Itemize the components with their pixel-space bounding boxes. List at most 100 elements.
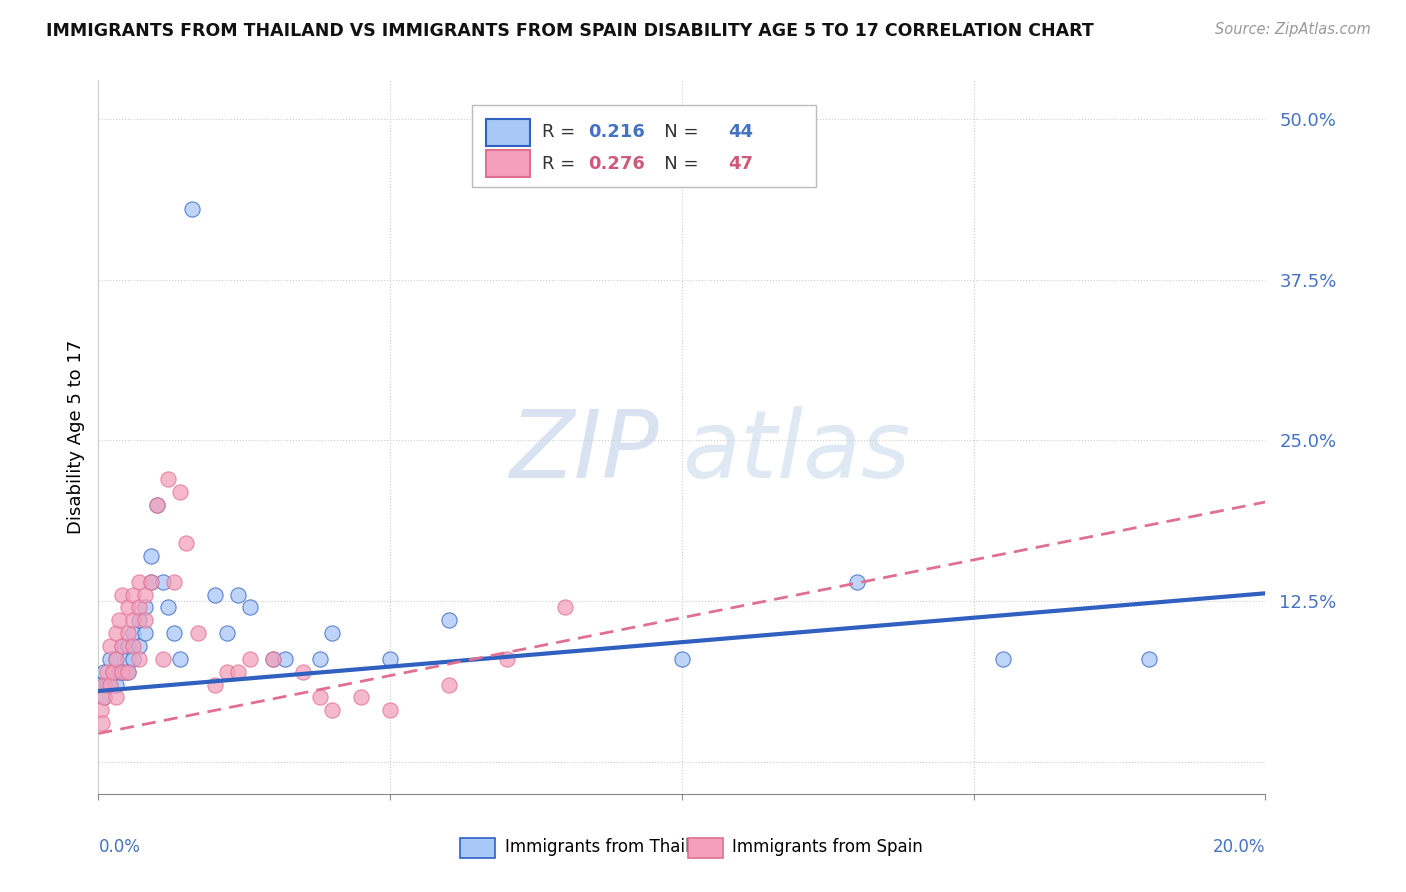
Text: atlas: atlas	[682, 406, 910, 497]
Point	[128, 600, 150, 615]
Point	[98, 652, 121, 666]
Point	[101, 665, 124, 679]
Text: IMMIGRANTS FROM THAILAND VS IMMIGRANTS FROM SPAIN DISABILITY AGE 5 TO 17 CORRELA: IMMIGRANTS FROM THAILAND VS IMMIGRANTS F…	[46, 22, 1094, 40]
Point	[128, 574, 150, 589]
Point	[671, 652, 693, 666]
Point	[146, 498, 169, 512]
Text: 0.216: 0.216	[589, 123, 645, 141]
Point	[117, 665, 139, 679]
Point	[122, 652, 145, 666]
Point	[169, 652, 191, 666]
Point	[98, 677, 121, 691]
Text: R =: R =	[541, 123, 581, 141]
Point	[262, 652, 284, 666]
Point	[157, 600, 180, 615]
Point	[128, 652, 150, 666]
Text: R =: R =	[541, 155, 581, 173]
Point	[111, 665, 134, 679]
FancyBboxPatch shape	[460, 838, 495, 858]
Point	[134, 613, 156, 627]
Point	[128, 613, 150, 627]
Point	[139, 549, 162, 563]
Text: 0.276: 0.276	[589, 155, 645, 173]
Point	[157, 472, 180, 486]
Text: Immigrants from Thailand: Immigrants from Thailand	[505, 838, 720, 856]
Point	[98, 639, 121, 653]
Point	[90, 677, 112, 691]
Point	[321, 703, 343, 717]
Point	[93, 665, 115, 679]
Point	[215, 665, 238, 679]
Point	[111, 639, 134, 653]
Point	[309, 652, 332, 666]
Point	[117, 600, 139, 615]
Point	[96, 677, 118, 691]
Point	[117, 626, 139, 640]
Point	[96, 665, 118, 679]
Point	[554, 600, 576, 615]
Point	[152, 574, 174, 589]
Point	[111, 639, 134, 653]
Point	[108, 665, 131, 679]
Text: N =: N =	[647, 155, 704, 173]
Point	[108, 613, 131, 627]
FancyBboxPatch shape	[486, 119, 530, 146]
Point	[139, 574, 162, 589]
Point	[228, 665, 250, 679]
Point	[93, 677, 115, 691]
Point	[204, 677, 226, 691]
Point	[163, 574, 186, 589]
Point	[169, 484, 191, 499]
Point	[122, 626, 145, 640]
Point	[274, 652, 297, 666]
Text: 0.0%: 0.0%	[98, 838, 141, 856]
Point	[496, 652, 519, 666]
Point	[309, 690, 332, 705]
Point	[291, 665, 314, 679]
Text: 47: 47	[728, 155, 754, 173]
FancyBboxPatch shape	[688, 838, 723, 858]
Point	[122, 613, 145, 627]
Point	[134, 588, 156, 602]
Point	[146, 498, 169, 512]
FancyBboxPatch shape	[486, 150, 530, 178]
Point	[437, 677, 460, 691]
Text: Source: ZipAtlas.com: Source: ZipAtlas.com	[1215, 22, 1371, 37]
Point	[104, 677, 127, 691]
Point	[111, 665, 134, 679]
Point	[117, 652, 139, 666]
Point	[111, 588, 134, 602]
Point	[128, 639, 150, 653]
Point	[321, 626, 343, 640]
Y-axis label: Disability Age 5 to 17: Disability Age 5 to 17	[66, 340, 84, 534]
Point	[215, 626, 238, 640]
Point	[134, 626, 156, 640]
Point	[122, 639, 145, 653]
Point	[114, 665, 136, 679]
Point	[380, 652, 402, 666]
Point	[104, 652, 127, 666]
Point	[104, 626, 127, 640]
Point	[228, 588, 250, 602]
Point	[991, 652, 1014, 666]
Point	[117, 665, 139, 679]
Point	[134, 600, 156, 615]
Point	[90, 703, 112, 717]
Point	[239, 600, 262, 615]
Point	[93, 690, 115, 705]
Point	[380, 703, 402, 717]
Point	[262, 652, 284, 666]
Point	[163, 626, 186, 640]
Point	[187, 626, 209, 640]
Point	[104, 652, 127, 666]
Point	[90, 716, 112, 731]
Point	[98, 677, 121, 691]
Point	[122, 588, 145, 602]
Point	[204, 588, 226, 602]
Text: N =: N =	[647, 123, 704, 141]
Text: 20.0%: 20.0%	[1213, 838, 1265, 856]
Point	[180, 202, 202, 216]
Text: 44: 44	[728, 123, 754, 141]
Point	[350, 690, 373, 705]
Text: Immigrants from Spain: Immigrants from Spain	[733, 838, 922, 856]
